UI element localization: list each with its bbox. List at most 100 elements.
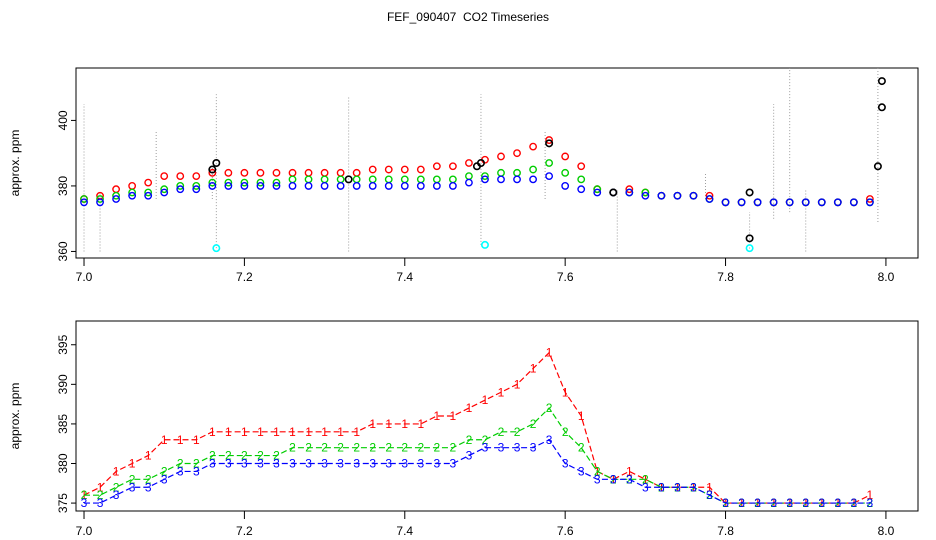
point-series-2 — [593, 185, 602, 194]
marker-series-3: 3 — [177, 464, 184, 478]
point-series-2 — [160, 185, 169, 194]
point-series-1 — [192, 172, 201, 181]
plot-frame — [75, 67, 919, 259]
y-tick-label: 375 — [56, 493, 70, 513]
point-series-1 — [368, 165, 377, 174]
marker-series-1: 1 — [177, 433, 184, 447]
line-series-2 — [84, 407, 870, 504]
marker-series-3: 3 — [257, 457, 264, 471]
y-tick-label: 380 — [56, 453, 70, 473]
point-series-3 — [865, 198, 874, 207]
point-series-2 — [112, 191, 120, 200]
point-series-3 — [593, 188, 602, 197]
point-series-3 — [368, 182, 377, 190]
point-marker-cyan — [212, 244, 221, 253]
marker-series-1: 1 — [129, 457, 136, 471]
x-tick-label: 7.4 — [396, 524, 413, 538]
point-series-3 — [160, 188, 169, 197]
y-axis-label: approx. ppm — [8, 383, 22, 450]
marker-series-3: 3 — [482, 441, 489, 455]
marker-series-3: 3 — [658, 480, 665, 494]
point-marker-black — [877, 103, 886, 112]
marker-series-3: 3 — [754, 496, 761, 510]
panel-top: 7.0 7.2 7.4 7.6 7.8 8.0 360 380 400 approx. ppm — [8, 67, 919, 284]
point-series-2 — [288, 175, 297, 184]
marker-series-2: 2 — [289, 441, 296, 455]
marker-series-3: 3 — [193, 464, 200, 478]
point-series-1 — [256, 168, 265, 177]
point-series-3 — [833, 198, 842, 207]
marker-series-1: 1 — [546, 346, 553, 360]
marker-series-1: 1 — [466, 401, 473, 415]
point-series-2 — [448, 175, 457, 184]
marker-series-3: 3 — [626, 472, 633, 486]
y-tick-label: 360 — [56, 241, 70, 261]
marker-series-2: 2 — [642, 472, 649, 486]
plot-area — [80, 68, 886, 253]
marker-series-2: 2 — [177, 457, 184, 471]
point-series-1 — [240, 168, 249, 177]
marker-series-2: 2 — [145, 472, 152, 486]
marker-series-3: 3 — [594, 472, 601, 486]
marker-series-3: 3 — [305, 457, 312, 471]
point-marker-black — [745, 188, 754, 197]
marker-series-1: 1 — [241, 425, 248, 439]
marker-series-2: 2 — [434, 441, 441, 455]
marker-series-2: 2 — [161, 464, 168, 478]
marker-series-2: 2 — [193, 457, 200, 471]
marker-series-2: 2 — [546, 401, 553, 415]
marker-series-3: 3 — [610, 472, 617, 486]
point-marker-black — [545, 139, 554, 148]
line-series-3 — [84, 438, 870, 504]
point-series-2 — [545, 159, 554, 167]
point-series-1 — [513, 149, 521, 158]
point-marker-black — [877, 77, 886, 86]
marker-series-3: 3 — [417, 457, 424, 471]
point-series-2 — [513, 168, 521, 177]
marker-series-3: 3 — [834, 496, 841, 510]
point-series-3 — [336, 182, 345, 190]
marker-series-2: 2 — [385, 441, 392, 455]
point-series-1 — [577, 162, 586, 171]
point-series-1 — [529, 142, 537, 151]
point-series-3 — [208, 182, 217, 190]
point-series-3 — [224, 182, 233, 190]
point-series-2 — [256, 178, 265, 187]
point-series-3 — [801, 198, 810, 207]
point-series-2 — [400, 175, 409, 184]
marker-series-3: 3 — [674, 480, 681, 494]
marker-series-2: 2 — [770, 496, 777, 510]
point-series-3 — [448, 182, 457, 190]
point-series-3 — [288, 182, 297, 190]
marker-series-3: 3 — [385, 457, 392, 471]
point-series-3 — [400, 182, 409, 190]
marker-series-1: 1 — [193, 433, 200, 447]
point-series-3 — [625, 188, 634, 197]
point-series-3 — [785, 198, 794, 207]
point-series-2 — [224, 178, 233, 187]
point-series-2 — [481, 172, 489, 181]
point-series-3 — [849, 198, 858, 207]
point-series-3 — [561, 182, 570, 190]
marker-series-3: 3 — [145, 480, 152, 494]
marker-series-3: 3 — [546, 433, 553, 447]
point-series-1 — [545, 136, 554, 144]
x-tick-label: 7.8 — [717, 524, 734, 538]
point-series-3 — [817, 198, 826, 207]
marker-series-1: 1 — [626, 464, 633, 478]
point-series-1 — [128, 182, 137, 190]
point-series-3 — [192, 185, 201, 194]
x-tick-label: 7.8 — [717, 270, 734, 284]
marker-series-2: 2 — [562, 425, 569, 439]
y-tick-label: 400 — [56, 110, 70, 130]
marker-series-1: 1 — [113, 464, 120, 478]
marker-series-3: 3 — [722, 496, 729, 510]
marker-series-3: 3 — [369, 457, 376, 471]
marker-series-2: 2 — [81, 488, 88, 502]
marker-series-2: 2 — [594, 464, 601, 478]
point-series-3 — [144, 191, 153, 200]
marker-series-3: 3 — [209, 457, 216, 471]
point-series-1 — [497, 152, 505, 161]
